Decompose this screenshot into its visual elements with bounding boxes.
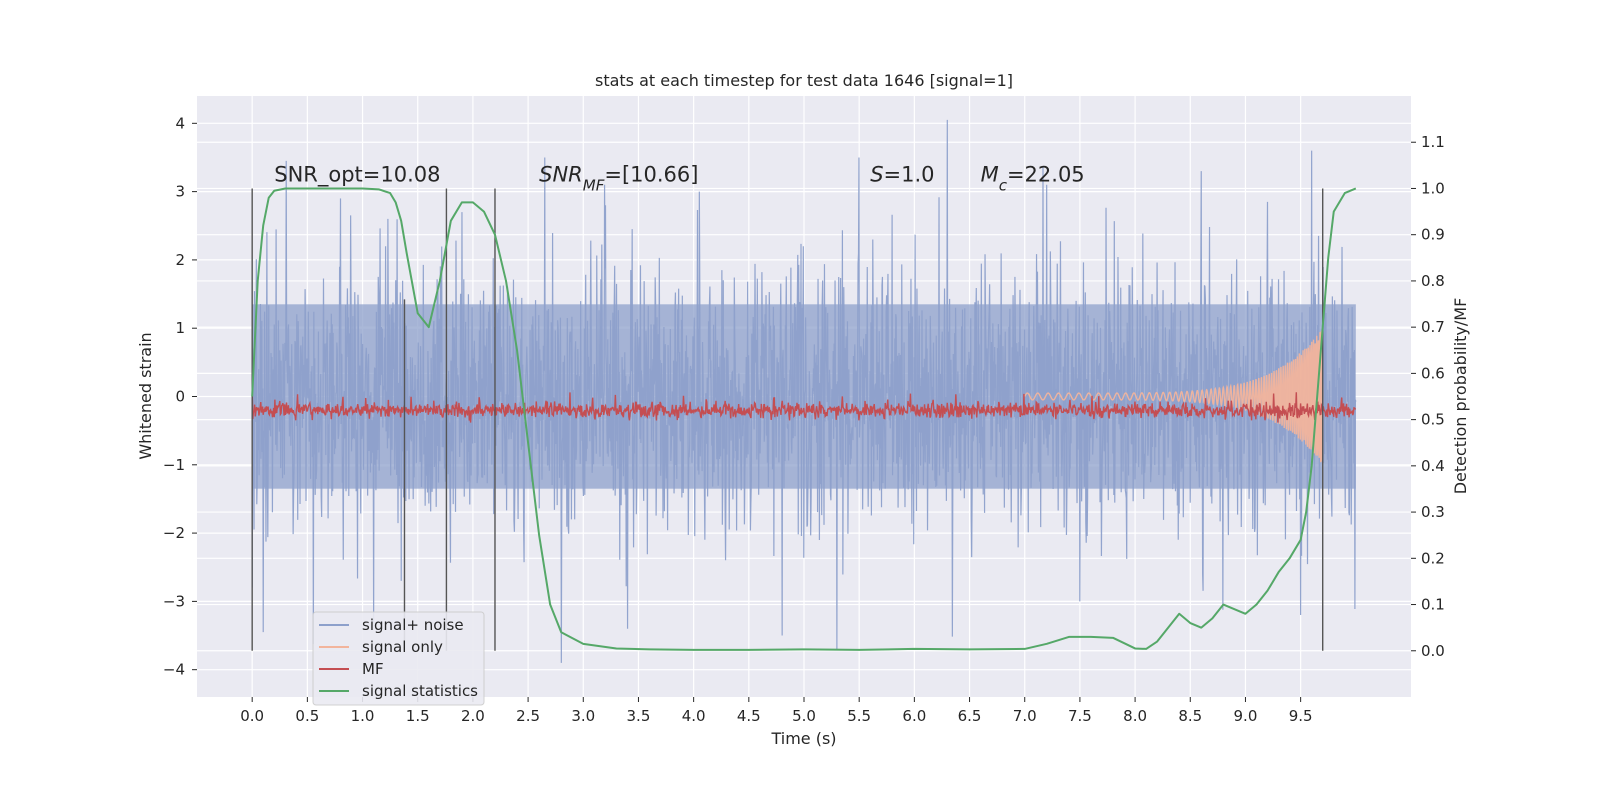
series-signal-noise-core	[252, 304, 1356, 489]
y-left-tick-label: −2	[163, 524, 185, 542]
plot-area	[251, 119, 1357, 663]
legend-label: signal statistics	[362, 682, 478, 700]
x-tick-label: 3.5	[627, 707, 651, 725]
annotation-part: SNR_opt=10.08	[274, 163, 440, 188]
series-signal-statistics	[251, 187, 1357, 651]
annotation-0: SNR_opt=10.08	[274, 163, 440, 188]
y-left-tick-label: 1	[175, 319, 185, 337]
x-tick-label: 9.5	[1289, 707, 1313, 725]
y-right-axis-ticks: 0.0 0.1 0.2 0.3 0.4 0.5 0.6 0.7 0.8 0.9 1.0 1.1	[1411, 133, 1445, 660]
legend-label: signal only	[362, 638, 443, 656]
x-axis-label: Time (s)	[770, 729, 836, 748]
y-left-tick-label: 3	[175, 183, 185, 201]
x-axis-ticks: 0.0 0.5 1.0 1.5 2.0 2.5 3.0 3.5 4.0 4.5 5.0 5.5 6.0 6…	[240, 697, 1313, 725]
annotation-1: SNRMF=[10.66]	[539, 163, 698, 195]
x-tick-label: 8.0	[1123, 707, 1147, 725]
y-left-tick-label: −4	[163, 661, 185, 679]
x-tick-label: 7.5	[1068, 707, 1092, 725]
annotation-part: =[10.66]	[604, 163, 698, 187]
chart-title: stats at each timestep for test data 164…	[595, 71, 1013, 90]
legend-label: MF	[362, 660, 384, 678]
y-right-tick-label: 0.3	[1421, 503, 1445, 521]
y-left-tick-label: −1	[163, 456, 185, 474]
x-tick-label: 2.0	[461, 707, 485, 725]
x-tick-label: 3.0	[571, 707, 595, 725]
y-left-tick-label: 4	[175, 114, 185, 132]
y-right-tick-label: 0.0	[1421, 642, 1445, 660]
x-tick-label: 7.0	[1013, 707, 1037, 725]
y-left-tick-label: 2	[175, 251, 185, 269]
annotation-part: S	[870, 163, 883, 187]
series-signal-only	[1024, 330, 1324, 463]
x-tick-label: 6.5	[958, 707, 982, 725]
y-right-tick-label: 0.6	[1421, 364, 1445, 382]
y-right-tick-label: 0.7	[1421, 318, 1445, 336]
series-mf	[251, 389, 1356, 423]
x-tick-label: 8.5	[1178, 707, 1202, 725]
x-tick-label: 0.0	[240, 707, 264, 725]
y-right-tick-label: 1.0	[1421, 179, 1445, 197]
y-left-axis-ticks: −4 −3 −2 −1 0 1 2 3 4	[163, 114, 197, 679]
y-right-tick-label: 0.9	[1421, 226, 1445, 244]
y-right-tick-label: 1.1	[1421, 133, 1445, 151]
x-tick-label: 5.5	[847, 707, 871, 725]
y-left-tick-label: 0	[175, 388, 185, 406]
y-left-axis-label: Whitened strain	[136, 332, 155, 459]
y-right-tick-label: 0.1	[1421, 596, 1445, 614]
x-tick-label: 1.5	[406, 707, 430, 725]
y-right-tick-label: 0.4	[1421, 457, 1445, 475]
x-tick-label: 1.0	[351, 707, 375, 725]
y-left-tick-label: −3	[163, 592, 185, 610]
x-tick-label: 4.0	[682, 707, 706, 725]
annotation-part: MF	[583, 177, 605, 195]
y-right-tick-label: 0.8	[1421, 272, 1445, 290]
x-tick-label: 0.5	[295, 707, 319, 725]
annotation-part: =1.0	[884, 163, 935, 187]
y-right-axis-label: Detection probability/MF	[1451, 298, 1470, 495]
annotation-part: M	[981, 163, 999, 187]
y-right-tick-label: 0.5	[1421, 411, 1445, 429]
annotation-part: =22.05	[1007, 163, 1085, 187]
annotation-2: S=1.0	[870, 163, 934, 187]
x-tick-label: 5.0	[792, 707, 816, 725]
annotation-part: c	[999, 177, 1008, 195]
x-tick-label: 2.5	[516, 707, 540, 725]
y-right-tick-label: 0.2	[1421, 549, 1445, 567]
x-tick-label: 6.0	[902, 707, 926, 725]
legend-label: signal+ noise	[362, 616, 464, 634]
annotations: SNR_opt=10.08 SNRMF=[10.66] S=1.0 Mc=22.05	[274, 163, 1084, 195]
x-tick-label: 4.5	[737, 707, 761, 725]
annotation-3: Mc=22.05	[981, 163, 1085, 195]
legend-box	[312, 611, 485, 706]
x-tick-label: 9.0	[1234, 707, 1258, 725]
legend: signal+ noise signal only MF signal statist…	[312, 611, 485, 706]
annotation-part: SNR	[539, 163, 583, 187]
